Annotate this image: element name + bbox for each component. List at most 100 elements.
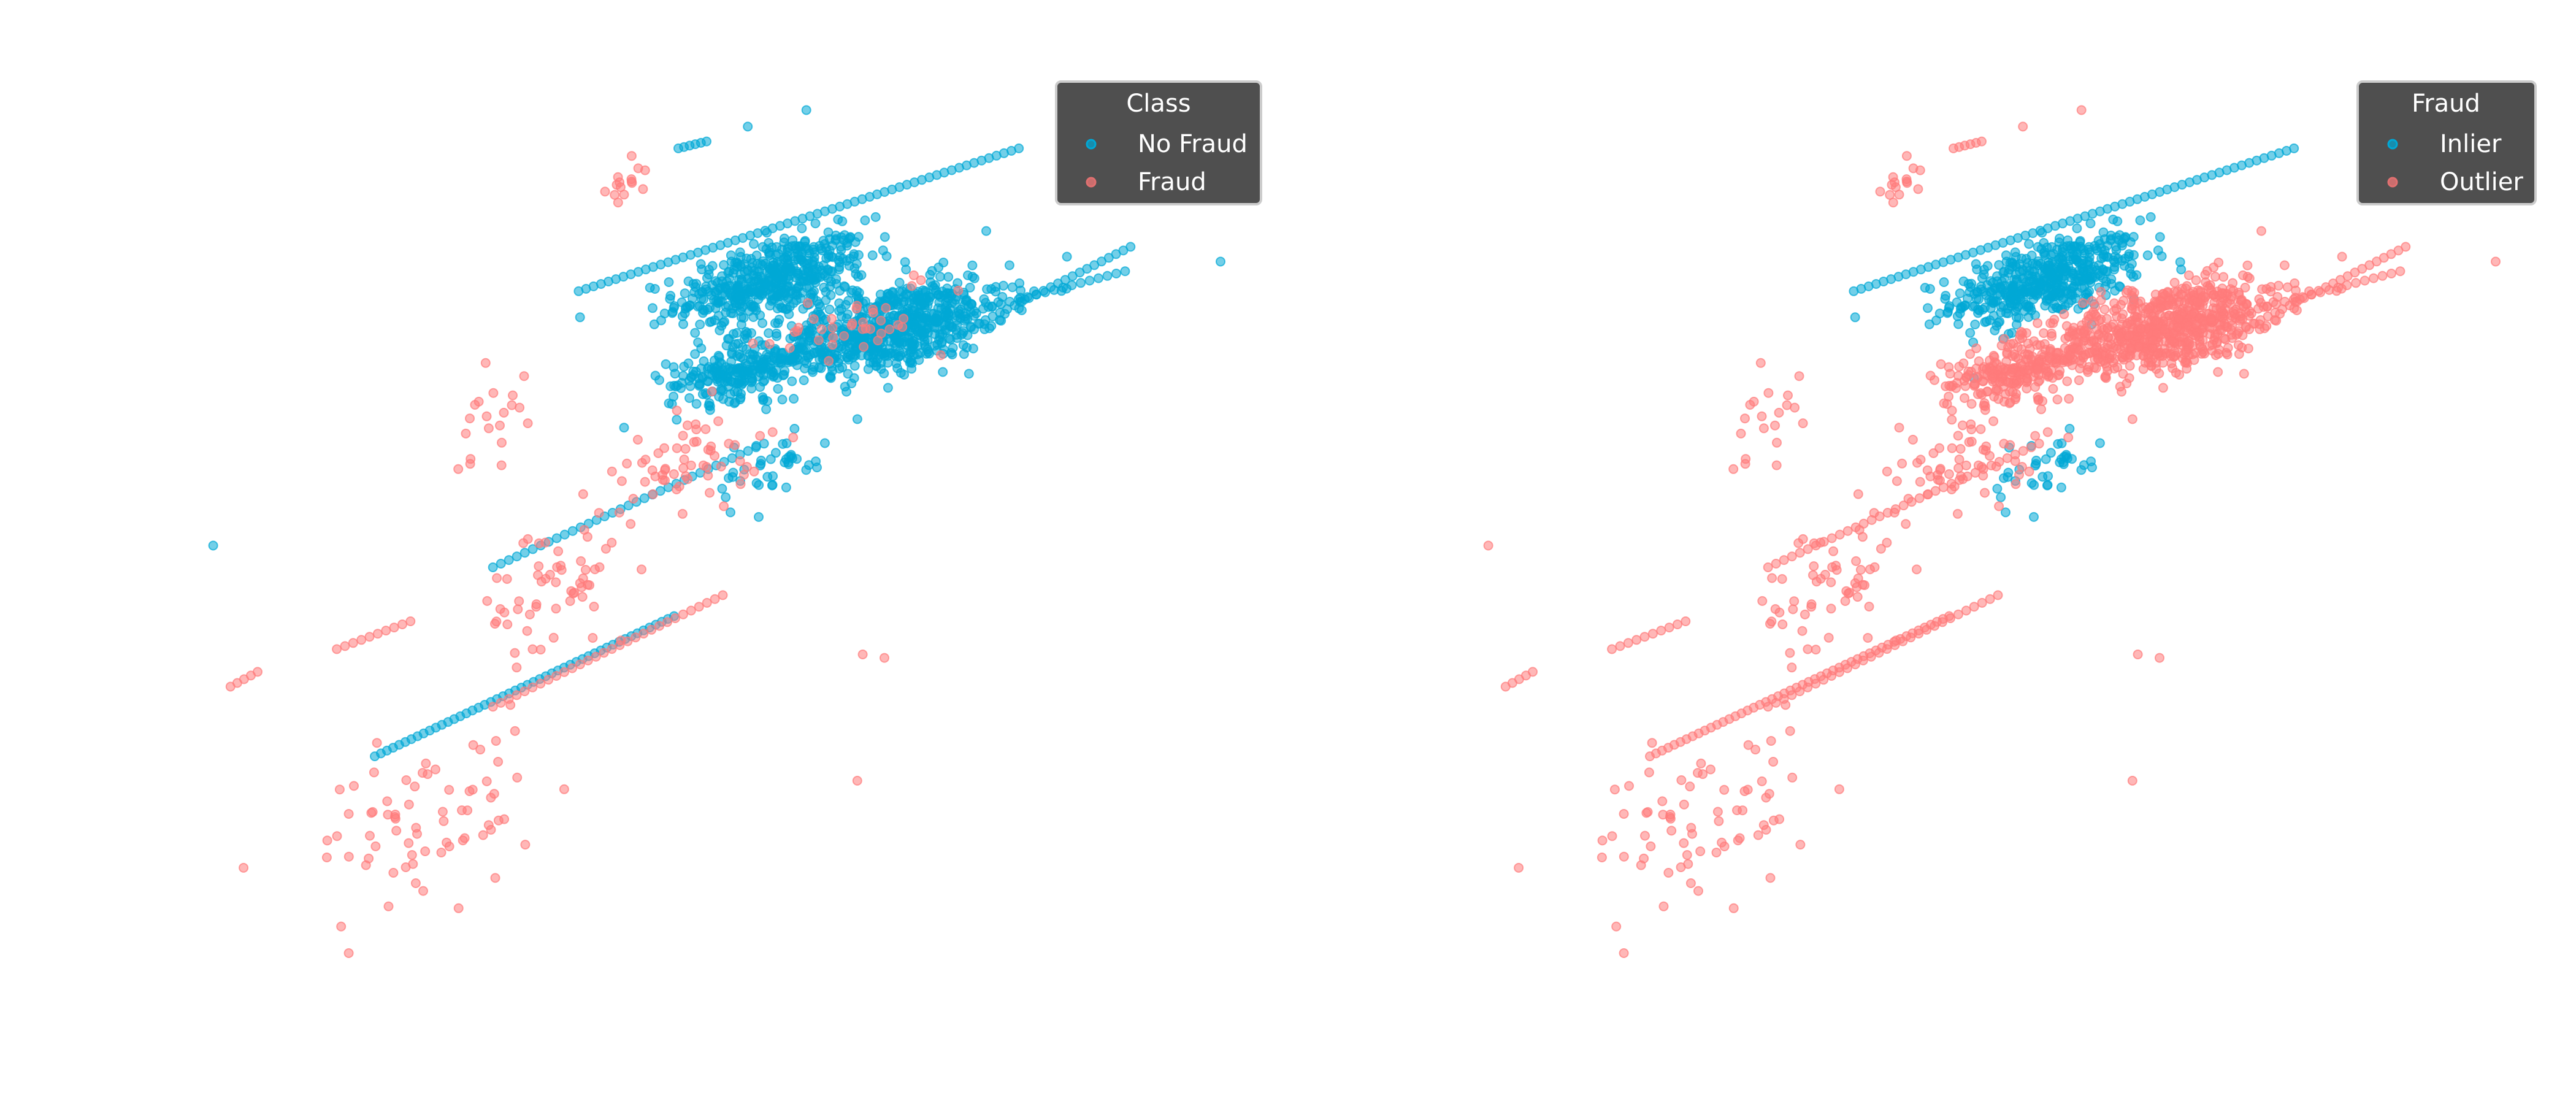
scatter-point-no-fraud bbox=[713, 298, 723, 309]
scatter-point-outlier bbox=[2074, 375, 2084, 385]
scatter-point-no-fraud bbox=[764, 238, 774, 248]
scatter-point-outlier bbox=[1969, 602, 1979, 612]
scatter-point-no-fraud bbox=[496, 559, 506, 569]
scatter-point-outlier bbox=[1483, 540, 1493, 551]
scatter-point-fraud bbox=[411, 822, 421, 833]
scatter-point-inlier bbox=[1925, 284, 1935, 294]
scatter-point-no-fraud bbox=[776, 358, 786, 369]
scatter-point-no-fraud bbox=[931, 315, 941, 325]
scatter-point-no-fraud bbox=[777, 394, 788, 405]
scatter-point-inlier bbox=[2084, 286, 2095, 296]
scatter-point-outlier bbox=[2183, 320, 2193, 331]
scatter-point-outlier bbox=[1772, 437, 1782, 448]
scatter-point-outlier bbox=[2127, 775, 2137, 786]
scatter-point-no-fraud bbox=[812, 296, 822, 306]
scatter-point-outlier bbox=[1995, 377, 2005, 387]
scatter-point-outlier bbox=[2090, 345, 2100, 356]
scatter-point-no-fraud bbox=[719, 377, 730, 387]
scatter-point-no-fraud bbox=[1004, 260, 1014, 270]
scatter-point-fraud bbox=[824, 356, 834, 366]
scatter-point-inlier bbox=[2020, 299, 2031, 310]
scatter-point-fraud bbox=[535, 678, 546, 689]
scatter-point-fraud bbox=[682, 420, 692, 431]
scatter-point-outlier bbox=[2011, 479, 2021, 489]
scatter-point-outlier bbox=[2037, 396, 2048, 406]
scatter-point-inlier bbox=[1931, 315, 1941, 326]
scatter-point-fraud bbox=[953, 285, 964, 296]
scatter-point-fraud bbox=[551, 604, 561, 614]
scatter-point-inlier bbox=[2155, 232, 2165, 242]
scatter-point-no-fraud bbox=[958, 340, 968, 350]
scatter-point-no-fraud bbox=[821, 286, 831, 297]
scatter-point-fraud bbox=[321, 853, 332, 862]
scatter-point-outlier bbox=[1857, 532, 1868, 542]
scatter-point-outlier bbox=[2048, 318, 2058, 328]
scatter-point-no-fraud bbox=[704, 398, 715, 408]
scatter-point-outlier bbox=[1740, 459, 1750, 469]
scatter-point-fraud bbox=[404, 799, 414, 810]
scatter-point-no-fraud bbox=[964, 369, 974, 379]
scatter-point-fraud bbox=[465, 459, 475, 469]
scatter-point-outlier bbox=[1819, 675, 1829, 685]
scatter-point-outlier bbox=[2158, 289, 2169, 299]
scatter-point-fraud bbox=[576, 556, 586, 566]
scatter-point-no-fraud bbox=[734, 275, 744, 285]
legend-entry-inlier: Inlier bbox=[2440, 130, 2502, 158]
scatter-point-outlier bbox=[1774, 407, 1784, 418]
scatter-point-outlier bbox=[1714, 816, 1724, 826]
scatter-point-outlier bbox=[1858, 580, 1868, 590]
scatter-point-fraud bbox=[703, 470, 713, 481]
legend-title: Class bbox=[1126, 90, 1190, 118]
scatter-point-no-fraud bbox=[962, 294, 972, 305]
scatter-point-outlier bbox=[1938, 617, 1947, 627]
scatter-point-no-fraud bbox=[706, 316, 716, 327]
scatter-point-inlier bbox=[2042, 480, 2053, 490]
scatter-point-outlier bbox=[2187, 340, 2198, 351]
scatter-point-fraud bbox=[622, 458, 632, 469]
scatter-point-fraud bbox=[253, 667, 263, 677]
scatter-point-no-fraud bbox=[721, 340, 732, 351]
scatter-point-outlier bbox=[1777, 619, 1788, 629]
scatter-point-no-fraud bbox=[697, 264, 707, 275]
scatter-point-outlier bbox=[2238, 270, 2248, 280]
scatter-point-fraud bbox=[861, 323, 871, 334]
scatter-point-outlier bbox=[1758, 820, 1769, 830]
scatter-point-fraud bbox=[404, 838, 414, 848]
scatter-point-no-fraud bbox=[1062, 251, 1072, 262]
scatter-point-outlier bbox=[1763, 388, 1774, 398]
scatter-point-no-fraud bbox=[758, 256, 769, 266]
scatter-point-inlier bbox=[1970, 320, 1980, 329]
scatter-point-no-fraud bbox=[1029, 286, 1039, 296]
scatter-point-outlier bbox=[1947, 443, 1957, 453]
scatter-point-outlier bbox=[1906, 632, 1916, 643]
scatter-point-outlier bbox=[1953, 431, 1963, 441]
scatter-point-fraud bbox=[505, 700, 516, 710]
scatter-point-inlier bbox=[2031, 459, 2041, 469]
scatter-point-outlier bbox=[1925, 471, 1936, 481]
scatter-point-fraud bbox=[343, 809, 354, 819]
scatter-point-no-fraud bbox=[952, 320, 962, 331]
scatter-point-fraud bbox=[497, 437, 507, 448]
scatter-point-no-fraud bbox=[748, 365, 759, 375]
scatter-point-outlier bbox=[1639, 853, 1649, 864]
scatter-point-outlier bbox=[1706, 764, 1715, 775]
scatter-point-outlier bbox=[2223, 343, 2233, 353]
scatter-point-outlier bbox=[1619, 851, 1629, 862]
scatter-point-no-fraud bbox=[488, 562, 498, 572]
scatter-point-outlier bbox=[1952, 508, 1963, 519]
scatter-point-outlier bbox=[2214, 258, 2224, 267]
scatter-point-no-fraud bbox=[702, 273, 712, 283]
scatter-point-fraud bbox=[410, 878, 421, 888]
scatter-point-outlier bbox=[1915, 477, 1925, 487]
scatter-point-no-fraud bbox=[727, 453, 737, 463]
scatter-point-fraud bbox=[566, 586, 577, 596]
scatter-point-no-fraud bbox=[757, 364, 767, 375]
scatter-point-inlier bbox=[1992, 483, 2003, 494]
scatter-point-fraud bbox=[700, 424, 711, 434]
scatter-point-no-fraud bbox=[665, 291, 676, 301]
scatter-point-no-fraud bbox=[787, 376, 797, 386]
scatter-point-inlier bbox=[1973, 304, 1984, 315]
scatter-point-outlier bbox=[1800, 609, 1810, 619]
scatter-point-fraud bbox=[808, 314, 819, 324]
scatter-point-outlier bbox=[2047, 373, 2058, 383]
